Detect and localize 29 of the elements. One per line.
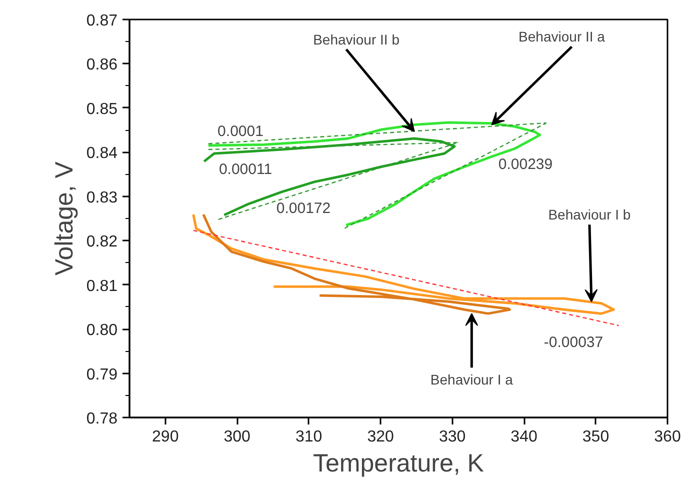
annotation: 0.00239 xyxy=(498,156,553,173)
y-tick-label: 0.78 xyxy=(86,410,118,428)
y-tick-label: 0.86 xyxy=(86,56,118,74)
annotation: -0.00037 xyxy=(544,334,604,351)
annotation: 0.0001 xyxy=(218,123,264,140)
y-tick-label: 0.83 xyxy=(86,189,118,206)
annotation: Behaviour II a xyxy=(518,28,606,45)
y-tick-label: 0.87 xyxy=(86,12,118,30)
y-tick-label: 0.81 xyxy=(86,278,118,295)
y-tick-label: 0.82 xyxy=(86,234,118,251)
annotation: Behaviour II b xyxy=(313,31,400,48)
y-tick-label: 0.85 xyxy=(86,100,118,118)
annotation: 0.00011 xyxy=(218,161,272,178)
x-tick-label: 290 xyxy=(152,428,179,446)
x-tick-label: 350 xyxy=(582,428,610,446)
x-axis-title: Temperature, K xyxy=(313,450,484,478)
annotation: Behaviour I a xyxy=(430,372,514,388)
x-tick-label: 300 xyxy=(224,428,251,446)
y-tick-label: 0.84 xyxy=(86,145,118,162)
y-axis-title: Voltage, V xyxy=(50,161,78,276)
annotation: Behaviour I b xyxy=(548,206,631,223)
y-tick-label: 0.80 xyxy=(86,322,118,340)
x-tick-label: 360 xyxy=(654,428,681,446)
y-tick-label: 0.79 xyxy=(86,366,118,384)
annotation: 0.00172 xyxy=(276,200,331,217)
x-tick-label: 320 xyxy=(367,428,394,446)
x-tick-label: 330 xyxy=(438,428,466,446)
x-tick-label: 310 xyxy=(295,428,322,446)
x-tick-label: 340 xyxy=(510,428,538,446)
